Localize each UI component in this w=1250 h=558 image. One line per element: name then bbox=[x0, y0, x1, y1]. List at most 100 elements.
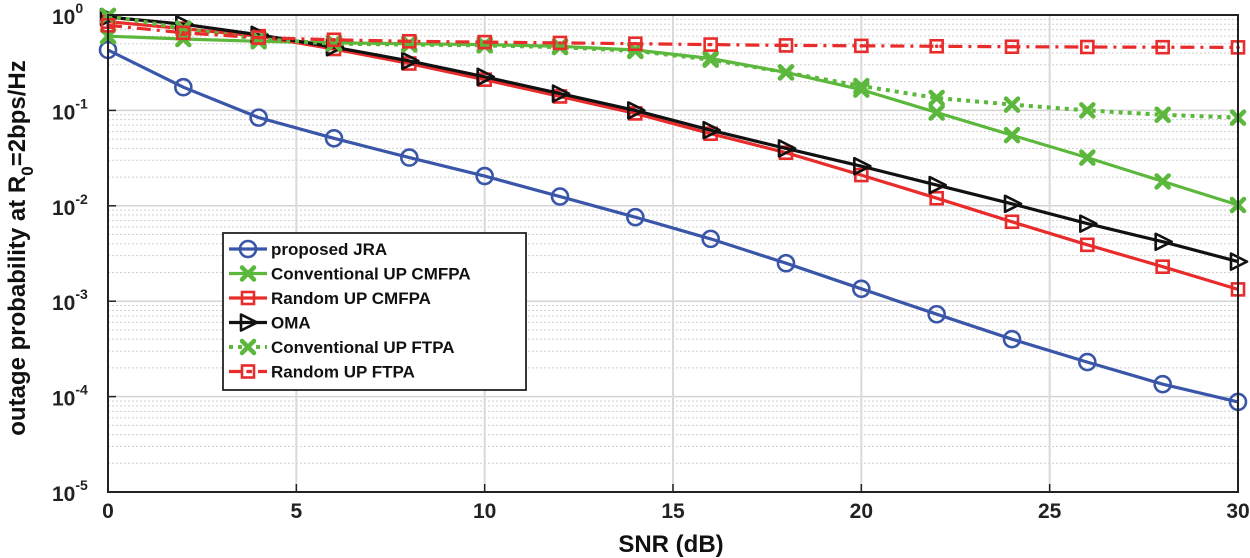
y-tick-exponent: -3 bbox=[75, 286, 88, 302]
data-point-center-dot bbox=[934, 44, 939, 49]
data-point-square bbox=[1080, 39, 1095, 55]
data-point-center-dot bbox=[1010, 44, 1014, 49]
y-tick-exponent: -4 bbox=[75, 382, 88, 398]
y-axis-label-suffix: =2bps/Hz bbox=[4, 60, 31, 166]
y-tick-exponent: -1 bbox=[75, 95, 88, 111]
data-point-square bbox=[778, 38, 794, 53]
data-point-circle bbox=[776, 253, 796, 273]
legend-box bbox=[222, 232, 527, 391]
x-axis-label: SNR (dB) bbox=[618, 531, 723, 558]
data-point-square bbox=[929, 190, 944, 206]
data-point-triangle bbox=[1154, 232, 1173, 252]
data-point-square bbox=[326, 32, 342, 48]
data-point-center-dot bbox=[246, 369, 250, 374]
data-point-x bbox=[1154, 173, 1171, 190]
data-point-triangle bbox=[551, 84, 571, 103]
y-tick-label: 10-3 bbox=[52, 286, 88, 315]
data-point-x bbox=[1003, 126, 1021, 144]
data-point-center-dot bbox=[407, 39, 412, 44]
y-tick-label: 10-2 bbox=[52, 191, 88, 220]
y-tick-exponent: -5 bbox=[75, 477, 88, 493]
y-tick-base: 10 bbox=[52, 292, 75, 315]
data-point-center-dot bbox=[784, 43, 788, 48]
data-point-circle bbox=[1153, 374, 1172, 394]
series-line bbox=[107, 48, 1239, 404]
data-point-triangle bbox=[1079, 214, 1098, 233]
data-point-x bbox=[1079, 102, 1096, 119]
y-axis-label: outage probability at R0=2bps/Hz bbox=[4, 60, 37, 436]
data-point-center-dot bbox=[181, 31, 186, 35]
data-point-circle bbox=[1002, 329, 1022, 349]
data-point-triangle bbox=[401, 51, 420, 71]
data-point-circle bbox=[1078, 352, 1097, 372]
y-tick-label: 10-4 bbox=[52, 382, 88, 411]
data-point-center-dot bbox=[482, 40, 487, 44]
legend-item-4: OMA bbox=[229, 313, 311, 333]
data-point-x bbox=[239, 265, 257, 282]
data-point-x bbox=[928, 89, 945, 107]
data-point-triangle bbox=[777, 139, 797, 158]
data-point-triangle bbox=[476, 67, 495, 87]
y-tick-base: 10 bbox=[52, 197, 75, 220]
series-1 bbox=[98, 40, 1248, 412]
legend-label: proposed JRA bbox=[271, 240, 387, 259]
data-point-square bbox=[1004, 214, 1020, 230]
data-point-circle bbox=[852, 279, 871, 299]
data-point-x bbox=[1154, 106, 1171, 124]
data-point-triangle bbox=[853, 156, 872, 176]
data-point-x bbox=[325, 35, 343, 52]
legend-label: Conventional UP FTPA bbox=[271, 338, 455, 357]
data-point-circle bbox=[238, 239, 258, 259]
data-point-center-dot bbox=[1085, 45, 1090, 49]
x-tick-label: 20 bbox=[850, 500, 873, 523]
data-point-square bbox=[251, 30, 266, 45]
data-point-circle bbox=[249, 108, 268, 127]
data-point-triangle bbox=[1003, 194, 1023, 214]
data-point-square bbox=[703, 37, 718, 52]
data-point-square bbox=[240, 364, 256, 379]
data-point-square bbox=[1004, 39, 1020, 55]
data-point-square bbox=[1155, 39, 1170, 55]
data-point-square bbox=[1080, 237, 1095, 253]
data-point-circle bbox=[701, 229, 720, 249]
legend-item-6: Random UP FTPA bbox=[229, 363, 415, 382]
y-axis-label-subscript: 0 bbox=[18, 166, 37, 175]
data-point-center-dot bbox=[859, 44, 864, 48]
data-point-x bbox=[777, 64, 795, 81]
y-tick-base: 10 bbox=[52, 388, 75, 411]
x-tick-label: 5 bbox=[290, 500, 302, 523]
data-point-square bbox=[240, 290, 256, 306]
data-point-triangle bbox=[928, 175, 947, 195]
data-point-square bbox=[477, 34, 492, 50]
data-point-circle bbox=[550, 187, 570, 206]
data-point-circle bbox=[174, 77, 193, 97]
x-tick-label: 0 bbox=[102, 500, 114, 523]
series-6 bbox=[100, 17, 1246, 55]
data-point-circle bbox=[475, 166, 494, 186]
data-point-square bbox=[402, 34, 417, 49]
data-point-circle bbox=[927, 304, 946, 324]
data-point-square bbox=[552, 35, 568, 51]
data-point-circle bbox=[626, 207, 645, 227]
data-point-x bbox=[1079, 149, 1096, 166]
y-tick-label: 10-1 bbox=[52, 95, 88, 124]
data-point-x bbox=[239, 338, 257, 356]
data-point-center-dot bbox=[708, 42, 713, 47]
y-axis-label-main: outage probability at R bbox=[4, 176, 31, 436]
x-tick-label: 10 bbox=[473, 500, 496, 523]
y-tick-exponent: -2 bbox=[75, 191, 88, 207]
data-point-x bbox=[853, 81, 870, 98]
legend-item-5: Conventional UP FTPA bbox=[229, 338, 455, 357]
data-point-center-dot bbox=[633, 41, 638, 46]
legend-label: OMA bbox=[271, 314, 311, 333]
x-tick-label: 15 bbox=[661, 500, 685, 523]
data-point-x bbox=[702, 51, 719, 68]
series-line bbox=[107, 13, 1239, 120]
data-point-x bbox=[853, 77, 870, 95]
data-point-square bbox=[176, 25, 191, 41]
legend-item-1: proposed JRA bbox=[229, 239, 387, 259]
y-tick-label: 10-5 bbox=[52, 477, 88, 506]
data-point-triangle bbox=[239, 313, 259, 332]
